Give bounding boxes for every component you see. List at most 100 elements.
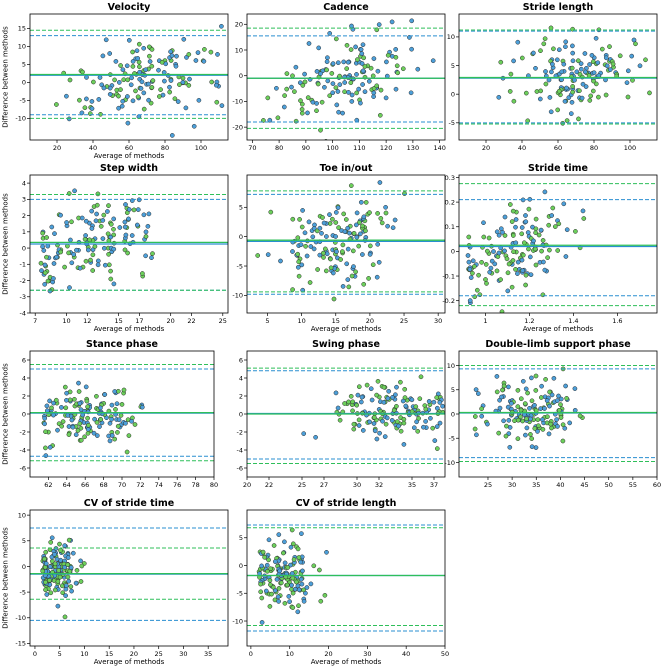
data-point-blue xyxy=(354,234,360,240)
data-point-green xyxy=(80,69,85,75)
data-point-green xyxy=(402,386,408,392)
data-point-green xyxy=(299,106,305,112)
data-point-blue xyxy=(173,63,179,69)
data-point-blue xyxy=(299,581,305,587)
data-point-blue xyxy=(360,252,365,257)
data-point-blue xyxy=(377,180,383,185)
data-point-green xyxy=(518,396,524,402)
y-tick-label: 5 xyxy=(451,386,455,394)
data-point-blue xyxy=(42,415,48,421)
data-point-blue xyxy=(637,63,643,69)
data-point-blue xyxy=(502,248,507,254)
data-point-blue xyxy=(324,234,329,239)
data-point-blue xyxy=(340,284,346,289)
data-point-green xyxy=(569,65,575,71)
data-point-green xyxy=(293,579,299,585)
data-point-blue xyxy=(359,394,365,400)
data-point-green xyxy=(62,264,67,270)
data-point-green xyxy=(320,215,325,220)
x-tick-label: 30 xyxy=(363,650,371,658)
data-point-blue xyxy=(146,211,152,217)
y-tick-label: -5 xyxy=(20,588,26,596)
data-point-green xyxy=(105,231,111,237)
data-point-green xyxy=(511,98,517,104)
data-point-blue xyxy=(94,211,99,217)
data-point-green xyxy=(69,219,74,225)
data-point-blue xyxy=(94,433,100,438)
data-point-blue xyxy=(149,255,154,261)
x-tick-label: 76 xyxy=(173,481,181,489)
y-axis-label: Difference between methods xyxy=(2,193,10,295)
data-point-blue xyxy=(101,85,107,91)
data-point-blue xyxy=(175,99,181,104)
data-point-green xyxy=(276,586,282,591)
data-point-blue xyxy=(112,389,118,394)
data-point-green xyxy=(351,230,357,236)
data-point-green xyxy=(299,110,305,116)
data-point-green xyxy=(351,421,357,427)
x-axis-label: Average of methods xyxy=(311,325,382,333)
data-point-blue xyxy=(42,421,47,427)
data-point-green xyxy=(149,63,155,69)
data-point-blue xyxy=(470,258,476,264)
data-point-green xyxy=(552,224,558,229)
data-point-green xyxy=(523,90,529,96)
data-point-blue xyxy=(563,254,569,259)
scatter-points xyxy=(40,535,87,620)
y-tick-label: 10 xyxy=(447,362,455,370)
data-point-blue xyxy=(349,23,354,29)
data-point-green xyxy=(149,85,155,90)
data-point-blue xyxy=(547,95,553,100)
y-tick-label: -6 xyxy=(20,464,26,472)
data-point-green xyxy=(368,65,374,71)
data-point-green xyxy=(484,281,489,286)
data-point-blue xyxy=(313,434,318,440)
data-point-blue xyxy=(437,420,443,426)
data-point-blue xyxy=(69,588,74,594)
data-point-blue xyxy=(366,78,372,84)
data-point-blue xyxy=(554,398,560,403)
y-tick-label: 5 xyxy=(451,62,455,70)
data-point-blue xyxy=(301,431,307,436)
data-point-green xyxy=(262,554,267,560)
data-point-blue xyxy=(336,109,341,115)
data-point-blue xyxy=(145,223,151,229)
data-point-blue xyxy=(367,252,373,257)
data-point-blue xyxy=(215,52,220,57)
data-point-blue xyxy=(282,539,287,545)
data-point-blue xyxy=(496,250,502,256)
data-point-green xyxy=(290,541,296,547)
data-point-blue xyxy=(84,96,89,102)
data-point-blue xyxy=(274,577,280,582)
data-point-blue xyxy=(96,97,102,102)
subplot-5: Toe in/out 5 10 15 20 25 30 -10 -5 0 5 Average of m… xyxy=(232,163,446,333)
subplot-3: Stride length 20 40 60 80 100 -5 0 5 10 xyxy=(447,2,658,152)
data-point-blue xyxy=(345,246,351,252)
y-tick-label: 0 xyxy=(239,72,243,80)
data-point-blue xyxy=(506,417,512,423)
y-tick-label: 0 xyxy=(451,410,455,418)
data-point-blue xyxy=(64,93,69,99)
x-tick-label: 20 xyxy=(324,650,332,658)
data-point-blue xyxy=(393,47,399,52)
data-point-blue xyxy=(513,224,518,230)
x-tick-label: 20 xyxy=(53,144,61,152)
data-point-blue xyxy=(515,259,521,265)
data-point-blue xyxy=(141,45,147,51)
data-point-blue xyxy=(528,416,533,422)
x-tick-label: 78 xyxy=(191,481,199,489)
data-point-blue xyxy=(64,397,69,403)
data-point-blue xyxy=(41,248,47,253)
agreement-lines xyxy=(247,367,445,464)
data-point-blue xyxy=(58,212,63,218)
data-point-green xyxy=(570,26,575,32)
data-point-blue xyxy=(168,78,174,83)
y-tick-label: 10 xyxy=(235,46,243,54)
data-point-blue xyxy=(465,253,471,258)
x-tick-label: 35 xyxy=(204,650,212,658)
data-point-blue xyxy=(361,214,367,220)
data-point-green xyxy=(356,243,362,249)
data-point-green xyxy=(122,247,128,253)
data-point-blue xyxy=(434,405,440,411)
data-point-blue xyxy=(299,531,304,536)
